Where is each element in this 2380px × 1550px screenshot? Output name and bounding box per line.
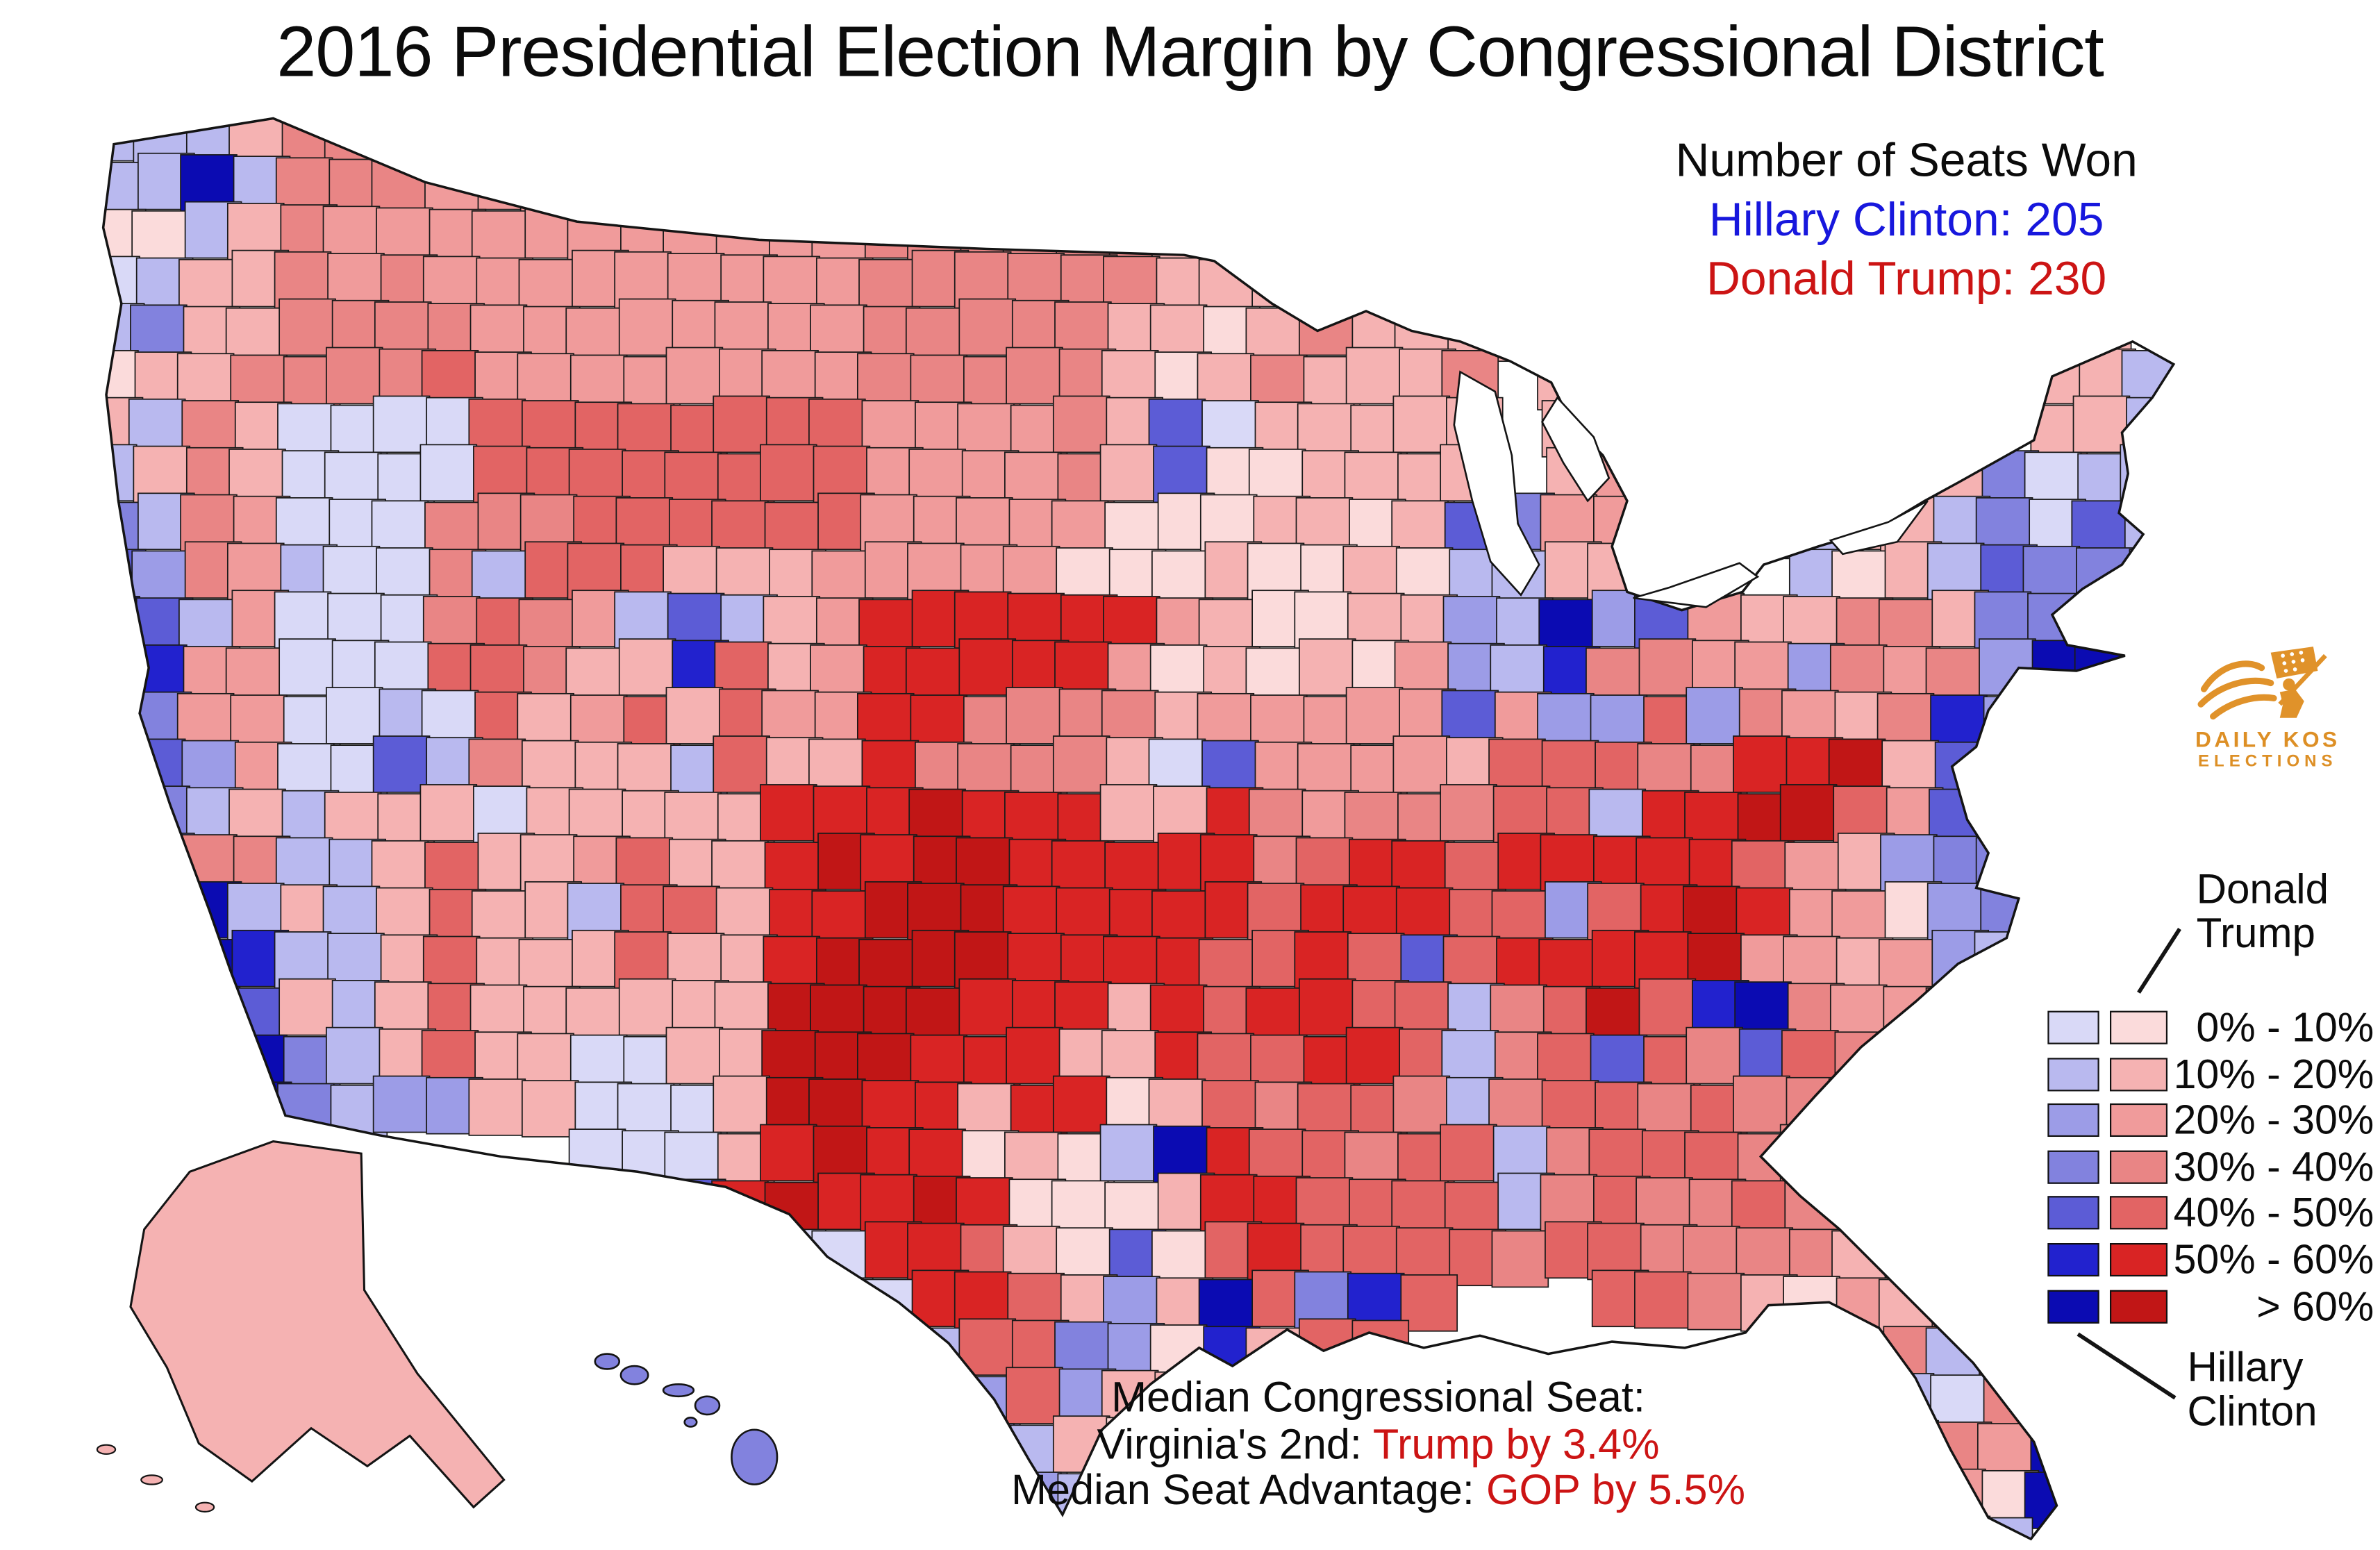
legend-trump-label: Donald Trump — [2197, 867, 2329, 955]
clinton-swatch — [2047, 1057, 2099, 1091]
clinton-swatch — [2047, 1150, 2099, 1184]
margin-legend: 0% - 10% 10% - 20% 20% - 30% 30% - 40% 40% -… — [2047, 1004, 2374, 1336]
clinton-swatch — [2047, 1289, 2099, 1323]
median-seat-line3-label: Median Seat Advantage: — [1011, 1466, 1486, 1514]
legend-range-label: 30% - 40% — [2173, 1144, 2374, 1190]
legend-range-label: 40% - 50% — [2173, 1190, 2374, 1236]
legend-range-label: 20% - 30% — [2173, 1097, 2374, 1144]
legend-clinton-line1: Hillary — [2187, 1343, 2304, 1391]
clinton-swatch — [2047, 1103, 2099, 1138]
legend-row-0: 0% - 10% — [2047, 1004, 2374, 1051]
legend-range-label: 50% - 60% — [2173, 1237, 2374, 1283]
us-outline — [101, 117, 2176, 1541]
legend-trump-line1: Donald — [2196, 865, 2329, 912]
legend-range-label: 0% - 10% — [2196, 1004, 2374, 1051]
legend-row-3: 30% - 40% — [2047, 1144, 2374, 1190]
trump-swatch — [2109, 1197, 2168, 1231]
seats-won-heading: Number of Seats Won — [1675, 133, 2138, 187]
legend-clinton-label: Hillary Clinton — [2187, 1344, 2317, 1433]
median-seat-line3-value: GOP by 5.5% — [1486, 1466, 1745, 1514]
median-seat-line2: Virginia's 2nd: Trump by 3.4% — [999, 1419, 1758, 1468]
trump-swatch — [2109, 1289, 2168, 1323]
district-mosaic — [103, 118, 2174, 1540]
daily-kos-elections-logo: DAILY KOS ELECTIONS — [2192, 644, 2344, 773]
clinton-legend-pointer-line — [2077, 1332, 2177, 1400]
trump-seats-line: Donald Trump: 230 — [1706, 251, 2107, 306]
legend-range-label: > 60% — [2256, 1283, 2374, 1329]
trump-legend-pointer-line — [2137, 928, 2181, 994]
clinton-swatch — [2047, 1010, 2099, 1044]
trump-swatch — [2109, 1242, 2168, 1277]
median-seat-line1: Median Congressional Seat: — [1111, 1373, 1645, 1421]
waving-flag-icon — [2197, 647, 2327, 720]
trump-swatch — [2109, 1150, 2168, 1184]
clinton-swatch — [2047, 1242, 2099, 1277]
trump-swatch — [2109, 1010, 2168, 1044]
page-title: 2016 Presidential Election Margin by Con… — [276, 10, 2104, 92]
seats-won-box: Number of Seats Won Hillary Clinton: 205… — [1603, 131, 2210, 308]
legend-range-label: 10% - 20% — [2173, 1051, 2374, 1097]
legend-row-6: > 60% — [2047, 1283, 2374, 1329]
alaska-inset — [96, 1140, 506, 1512]
hawaii-inset — [594, 1353, 779, 1485]
clinton-swatch — [2047, 1197, 2099, 1231]
legend-row-2: 20% - 30% — [2047, 1097, 2374, 1144]
median-seat-line2-label: Virginia's 2nd: — [1097, 1419, 1373, 1467]
logo-text-daily-kos: DAILY KOS — [2195, 728, 2340, 753]
legend-trump-line2: Trump — [2196, 909, 2315, 956]
great-lakes — [1453, 370, 1929, 608]
trump-swatch — [2109, 1057, 2168, 1091]
legend-row-1: 10% - 20% — [2047, 1051, 2374, 1097]
logo-text-elections: ELECTIONS — [2198, 753, 2338, 772]
legend-row-4: 40% - 50% — [2047, 1190, 2374, 1236]
trump-swatch — [2109, 1103, 2168, 1138]
clinton-seats-line: Hillary Clinton: 205 — [1708, 192, 2104, 247]
median-seat-line2-value: Trump by 3.4% — [1372, 1419, 1660, 1467]
legend-clinton-line2: Clinton — [2187, 1387, 2317, 1435]
median-seat-line3: Median Seat Advantage: GOP by 5.5% — [999, 1467, 1758, 1514]
median-seat-stats: Median Congressional Seat: Virginia's 2n… — [999, 1373, 1758, 1514]
legend-row-5: 50% - 60% — [2047, 1237, 2374, 1283]
